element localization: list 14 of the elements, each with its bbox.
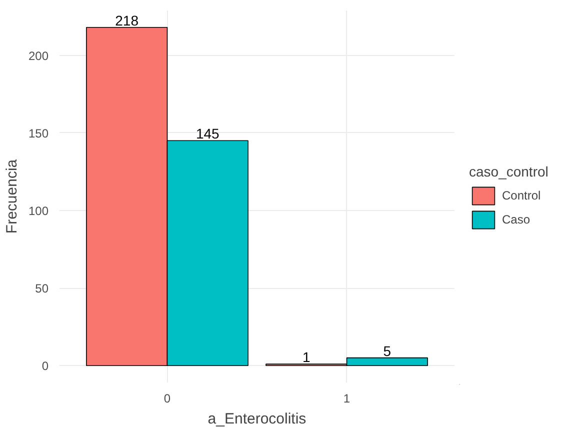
legend-label: Control [502, 188, 541, 202]
data-label: 218 [115, 12, 139, 28]
y-tick-label: 0 [42, 359, 49, 374]
y-tick-label: 100 [28, 204, 49, 218]
data-label: 145 [196, 126, 220, 142]
y-tick-label: 150 [28, 126, 49, 140]
data-label: 5 [383, 342, 392, 359]
y-tick-label: 200 [28, 48, 49, 63]
data-label: 1 [302, 349, 310, 366]
legend-label: Caso [502, 212, 530, 226]
y-axis-title: Frecuencia [3, 158, 20, 234]
x-axis-title: a_Enterocolitis [208, 410, 306, 428]
y-tick-label: 50 [35, 282, 49, 296]
legend-title: caso_control [469, 164, 548, 180]
